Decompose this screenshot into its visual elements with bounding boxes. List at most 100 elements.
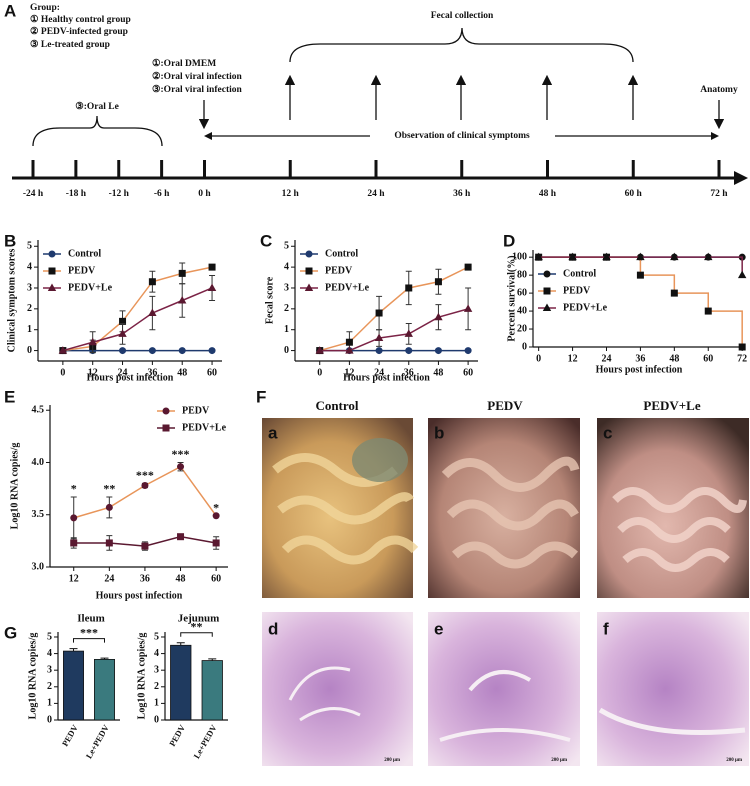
marker [464,263,472,271]
marker [148,278,156,286]
marker [404,329,413,337]
marker [119,347,127,355]
x-tick-label: PEDV [60,722,81,748]
x-tick-label: PEDV [167,722,188,748]
fecal-arrows [284,74,639,120]
marker [345,338,353,346]
timeline-label: 60 h [625,189,643,199]
timeline-label: -18 h [66,189,87,199]
legend-label: PEDV+Le [563,302,608,313]
y-tick-label: 3.5 [32,509,45,520]
y-tick-label: 4 [284,261,289,272]
panel-label: G [4,623,17,642]
y-tick-label: 0 [284,345,289,356]
x-tick-label: 12 [568,353,578,364]
histology: f 200 μm [597,612,749,766]
column-title: PEDV [487,398,523,413]
timeline: -24 h -18 h -12 h -6 h 0 h 12 h 24 h 36 h 48 h 60… [23,160,728,199]
photo-label: e [434,619,443,638]
y-tick-label: 3.0 [32,561,45,572]
photo: c [597,418,749,598]
x-tick-label: 24 [601,353,611,364]
y-tick-label: 3 [47,664,52,675]
marker [105,539,113,547]
y-tick-label: 100 [512,251,527,262]
y-tick-label: 5 [154,631,159,642]
y-tick-label: 40 [517,305,527,316]
panel-label: C [260,231,272,250]
fecal-label: Fecal collection [431,11,494,21]
marker [670,289,678,297]
photo: b [428,418,580,598]
photo-label: b [434,423,444,442]
significance-label: ** [191,620,203,634]
y-tick-label: 1 [47,698,52,709]
y-tick-label: 5 [27,241,32,252]
legend-label: Control [563,268,596,279]
y-tick-label: 2 [154,681,159,692]
timeline-label: 48 h [539,189,557,199]
x-axis-label: Hours post infection [96,590,183,601]
marker [177,533,185,541]
error-bar [176,642,185,646]
x-tick-label: 24 [104,573,114,584]
timeline-label: 24 h [367,189,385,199]
timeline-label: 72 h [710,189,728,199]
legend-label: PEDV+Le [325,282,370,293]
y-tick-label: 0 [522,341,527,352]
bar [63,650,84,721]
marker [141,542,149,550]
y-axis-label: Fecal score [264,276,275,324]
chart-title: Ileum [77,613,105,625]
x-tick-label: 48 [176,573,186,584]
marker [148,308,157,317]
marker [568,252,577,261]
marker [434,312,443,321]
y-tick-label: 0 [27,345,32,356]
marker [737,270,747,279]
y-tick-label: 3 [27,282,32,293]
x-tick-label: 12 [344,367,354,378]
line [62,266,213,352]
line [62,287,213,352]
column-title: PEDV+Le [643,398,700,413]
timeline-label: 12 h [282,189,300,199]
x-tick-label: 36 [140,573,150,584]
group-item: ③ Le-treated group [30,39,110,50]
error-bar [100,657,109,660]
marker [305,267,313,275]
legend-label: PEDV [325,265,353,276]
brace [32,115,163,147]
marker [345,346,354,354]
y-tick-label: 1 [27,324,32,335]
y-tick-label: 4 [27,261,32,272]
x-axis-label: Hours post infection [596,364,683,375]
group-item: ① Healthy control group [30,14,131,25]
marker [374,333,384,342]
marker [178,296,187,304]
anatomy-label: Anatomy [700,85,738,95]
group-title: Group: [30,3,60,13]
significance-label: *** [136,468,154,482]
x-tick-label: 24 [118,367,128,378]
brace [289,27,634,63]
photo-label: f [603,619,609,638]
y-tick-label: 4.0 [32,457,45,468]
marker [48,250,56,258]
x-tick-label: 12 [69,573,79,584]
marker [141,481,149,489]
step-line [606,256,642,276]
marker [704,307,712,315]
step-line [708,310,743,347]
scale-bar: 200 μm [551,758,568,763]
marker [119,317,127,325]
x-tick-label: 36 [635,353,645,364]
marker [534,252,543,261]
marker [118,329,127,337]
x-tick-label: 48 [433,367,443,378]
error-bar [69,648,78,652]
marker [207,283,217,291]
marker [670,252,679,261]
y-tick-label: 5 [284,241,289,252]
legend-label: Control [325,248,358,259]
